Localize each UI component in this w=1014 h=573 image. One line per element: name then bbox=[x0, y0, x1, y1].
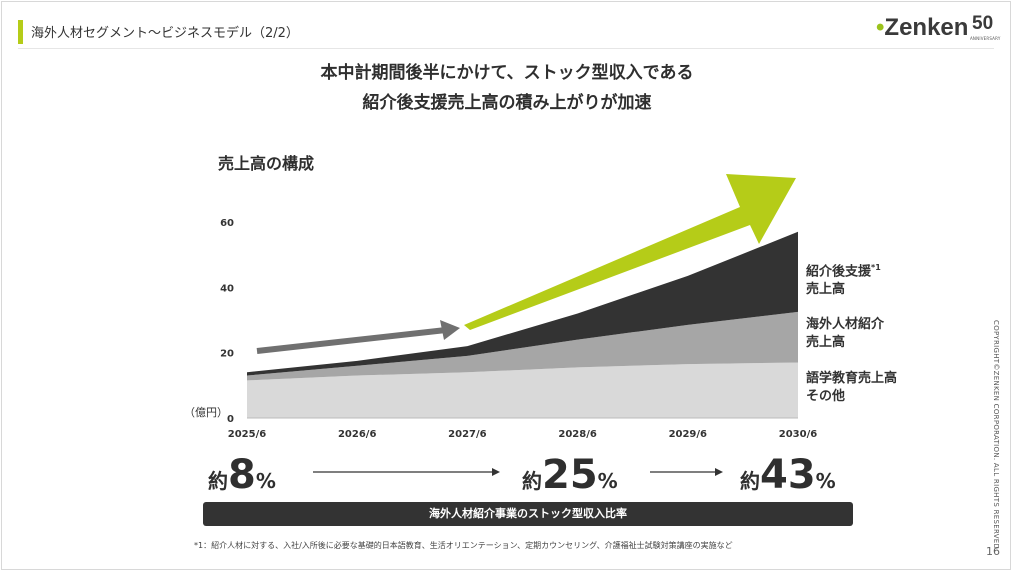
x-tick-label-2: 2027/6 bbox=[448, 429, 486, 440]
area-series-0 bbox=[247, 362, 798, 418]
legend-post-placement-support: 紹介後支援*1 売上高 bbox=[806, 263, 881, 298]
stock-ratio-2027: 約25% bbox=[522, 452, 618, 498]
stock-ratio-label-bar: 海外人材紹介事業のストック型収入比率 bbox=[203, 502, 853, 526]
y-axis-unit: （億円） bbox=[184, 406, 228, 419]
area-series-2 bbox=[247, 231, 798, 376]
y-tick-label-0: 0 bbox=[227, 414, 234, 425]
headline-line-1: 本中計期間後半にかけて、ストック型収入である bbox=[320, 63, 694, 83]
area-series-1 bbox=[247, 311, 798, 381]
page-number: 16 bbox=[986, 545, 1000, 558]
large-growth-arrow bbox=[464, 174, 796, 330]
x-tick-label-3: 2028/6 bbox=[558, 429, 596, 440]
legend-language-education: 語学教育売上高 その他 bbox=[806, 371, 898, 404]
x-tick-label-5: 2030/6 bbox=[779, 429, 817, 440]
stat-arrowhead-2 bbox=[715, 468, 723, 476]
anniversary-logo-sub: ANNIVERSARY bbox=[970, 36, 1001, 41]
small-trend-arrow-shaft bbox=[256, 327, 447, 354]
y-tick-label-2: 40 bbox=[220, 283, 234, 294]
headline-line-2: 紹介後支援売上高の積み上がりが加速 bbox=[362, 93, 652, 113]
revenue-area-chart: 0 20 40 60 2025/6 2026/6 2027/6 2028/6 2029/6 203… bbox=[220, 174, 817, 440]
x-tick-label-1: 2026/6 bbox=[338, 429, 376, 440]
header-divider bbox=[18, 48, 994, 49]
zenken-logo: •Zenken bbox=[876, 14, 969, 41]
stock-ratio-2030: 約43% bbox=[740, 452, 836, 498]
stat-arrowhead-1 bbox=[492, 468, 500, 476]
chart-title: 売上高の構成 bbox=[218, 154, 315, 173]
y-tick-label-3: 60 bbox=[220, 218, 234, 229]
x-tick-label-4: 2029/6 bbox=[669, 429, 707, 440]
slide-title: 海外人材セグメント～ビジネスモデル（2/2） bbox=[31, 26, 299, 41]
legend-overseas-placement: 海外人材紹介 売上高 bbox=[806, 317, 885, 350]
small-trend-arrowhead bbox=[440, 320, 460, 340]
footnote: *1：紹介人材に対する、入社/入所後に必要な基礎的日本語教育、生活オリエンテーシ… bbox=[194, 541, 733, 550]
y-tick-label-1: 20 bbox=[220, 349, 234, 360]
anniversary-logo: 50 bbox=[972, 13, 994, 34]
x-tick-label-0: 2025/6 bbox=[228, 429, 266, 440]
stock-ratio-2025: 約8% bbox=[208, 452, 276, 498]
copyright-notice: COPYRIGHT©ZENKEN CORPORATION. ALL RIGHTS… bbox=[992, 320, 1000, 552]
header-accent-bar bbox=[18, 20, 23, 44]
